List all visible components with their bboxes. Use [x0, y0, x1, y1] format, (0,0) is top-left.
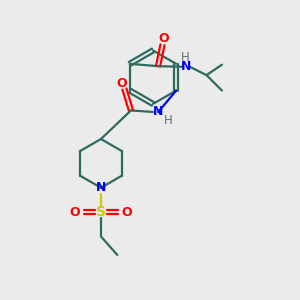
Text: N: N: [96, 181, 106, 194]
Text: H: H: [164, 114, 173, 127]
Text: O: O: [122, 206, 132, 219]
Text: O: O: [70, 206, 80, 219]
Text: O: O: [159, 32, 169, 45]
Text: O: O: [117, 76, 128, 90]
Text: H: H: [181, 51, 190, 64]
Text: N: N: [181, 60, 191, 73]
Text: N: N: [152, 105, 163, 118]
Text: S: S: [96, 205, 106, 219]
